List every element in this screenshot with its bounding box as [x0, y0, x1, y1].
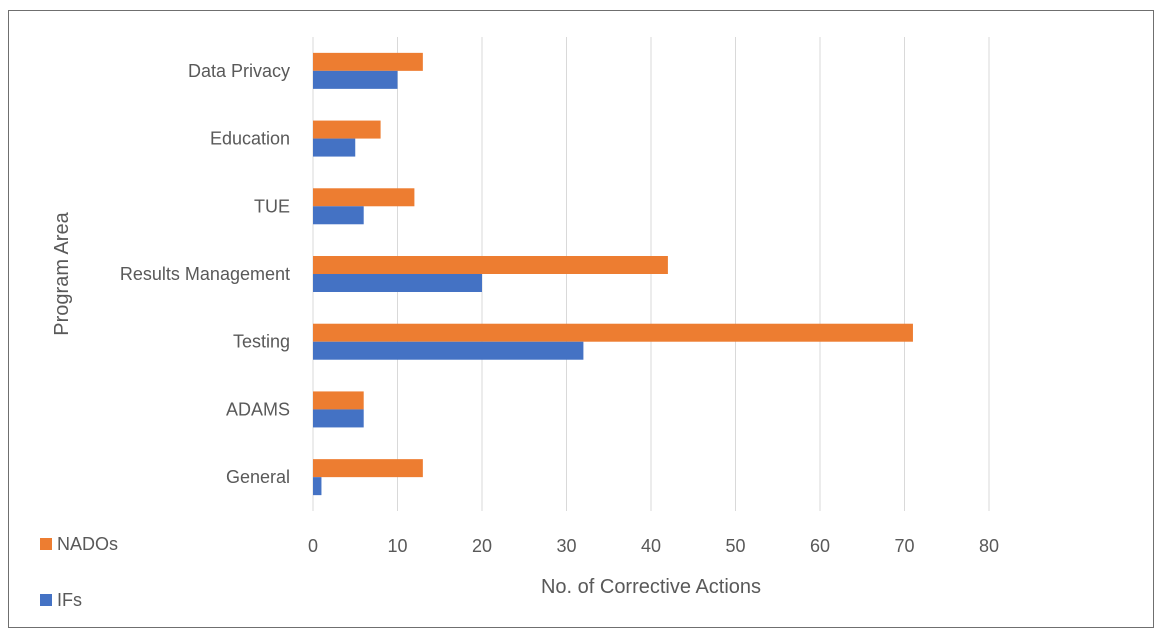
- x-tick-label: 80: [979, 536, 999, 556]
- bar-nados: [313, 391, 364, 410]
- bar-ifs: [313, 206, 364, 225]
- bar-nados: [313, 323, 913, 342]
- legend-label: NADOs: [57, 534, 118, 554]
- legend: NADOs IFs: [40, 534, 118, 610]
- x-tick-label: 20: [472, 536, 492, 556]
- category-label: ADAMS: [226, 399, 290, 419]
- x-tick-label: 30: [556, 536, 576, 556]
- legend-swatch: [40, 594, 52, 606]
- chart-frame: General ADAMS Testing Results Management TUE…: [8, 10, 1154, 628]
- bar-ifs: [313, 477, 322, 496]
- category-label: Testing: [233, 332, 290, 352]
- x-tick-label: 40: [641, 536, 661, 556]
- x-tick-label: 10: [387, 536, 407, 556]
- x-tick-labels: 0 10 20 30 40 50 60 70 80: [308, 536, 999, 556]
- x-tick-label: 0: [308, 536, 318, 556]
- bar-chart: General ADAMS Testing Results Management TUE…: [40, 37, 999, 610]
- legend-label: IFs: [57, 590, 82, 610]
- bar-nados: [313, 256, 668, 274]
- bar-nados: [313, 52, 423, 71]
- category-labels: General ADAMS Testing Results Management TUE…: [120, 61, 290, 487]
- x-axis-title: No. of Corrective Actions: [541, 576, 761, 598]
- y-axis-title: Program Area: [51, 211, 73, 335]
- bar-ifs: [313, 70, 398, 89]
- category-label: Results Management: [120, 264, 290, 284]
- bar-ifs: [313, 274, 482, 292]
- category-label: Education: [210, 129, 290, 149]
- bar-ifs: [313, 409, 364, 428]
- bar-ifs: [313, 341, 584, 360]
- x-tick-label: 70: [894, 536, 914, 556]
- x-tick-label: 50: [725, 536, 745, 556]
- x-tick-label: 60: [810, 536, 830, 556]
- bar-nados: [313, 120, 381, 139]
- legend-swatch: [40, 538, 52, 550]
- category-label: TUE: [254, 196, 290, 216]
- bars: [313, 52, 913, 496]
- category-label: Data Privacy: [188, 61, 290, 81]
- bar-ifs: [313, 138, 356, 157]
- bar-nados: [313, 459, 423, 478]
- category-label: General: [226, 467, 290, 487]
- bar-nados: [313, 188, 415, 207]
